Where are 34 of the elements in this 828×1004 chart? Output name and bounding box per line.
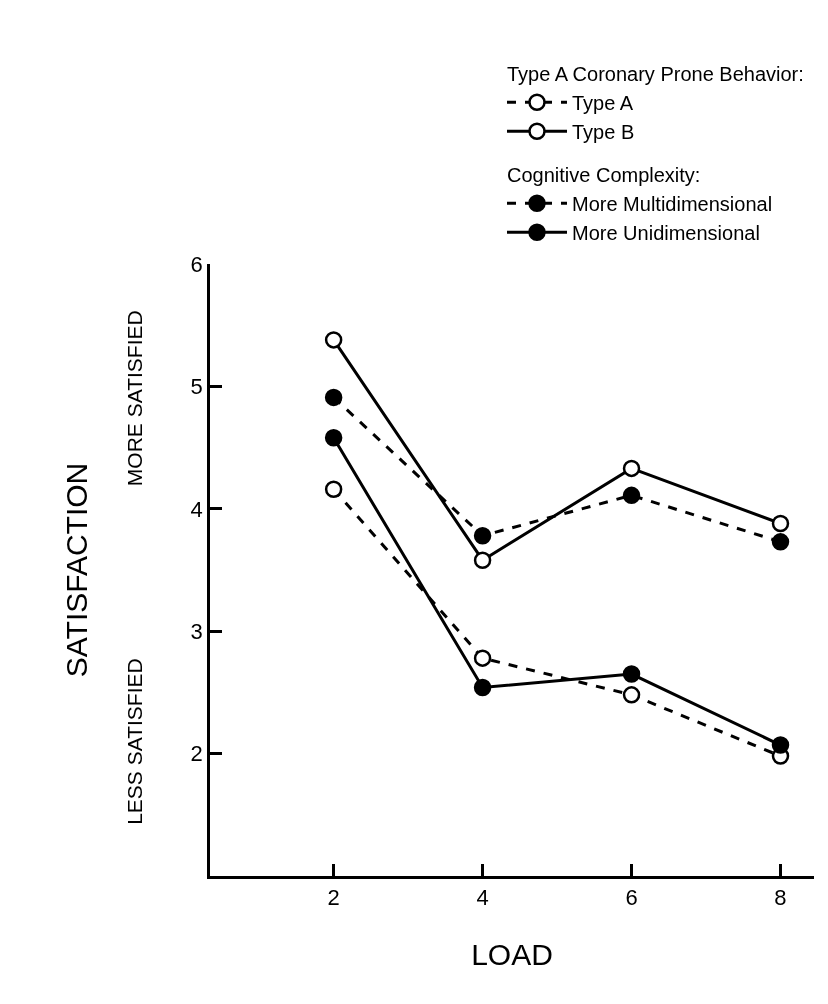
y-tick-label: 3: [190, 618, 203, 644]
x-tick-label: 6: [625, 885, 638, 911]
legend-label: Type B: [572, 121, 635, 144]
point: [622, 665, 641, 683]
y-tick-label: 6: [190, 251, 203, 277]
legend-title: Type A Coronary Prone Behavior:: [507, 63, 804, 86]
point: [473, 551, 492, 569]
y-tick-label: 5: [190, 374, 203, 400]
point: [622, 686, 641, 704]
x-axis-title: LOAD: [471, 937, 553, 971]
x-tick-label: 4: [476, 885, 489, 911]
point: [771, 533, 790, 551]
point: [324, 331, 343, 349]
x-tick-label: 8: [774, 885, 787, 911]
point: [473, 526, 492, 545]
x-tick-label: 2: [327, 885, 340, 911]
point: [473, 649, 492, 667]
text: MORE SATISFIED: [122, 310, 146, 487]
point: [771, 514, 790, 533]
point: [324, 429, 343, 447]
point: [324, 388, 343, 407]
point: [622, 459, 641, 478]
y-tick-label: 2: [190, 741, 203, 767]
y-tick-label: 4: [190, 496, 203, 522]
legend-label: More Multidimensional: [572, 193, 773, 216]
point: [473, 678, 492, 697]
y-axis-title: SATISFACTION: [59, 462, 93, 678]
point: [622, 486, 641, 505]
point: [324, 480, 343, 498]
legend-label: Type A: [572, 92, 634, 115]
text: Cognitive Complexity:: [507, 164, 701, 187]
point: [771, 736, 790, 754]
legend-label: More Unidimensional: [572, 222, 760, 245]
text: LESS SATISFIED: [123, 658, 147, 825]
